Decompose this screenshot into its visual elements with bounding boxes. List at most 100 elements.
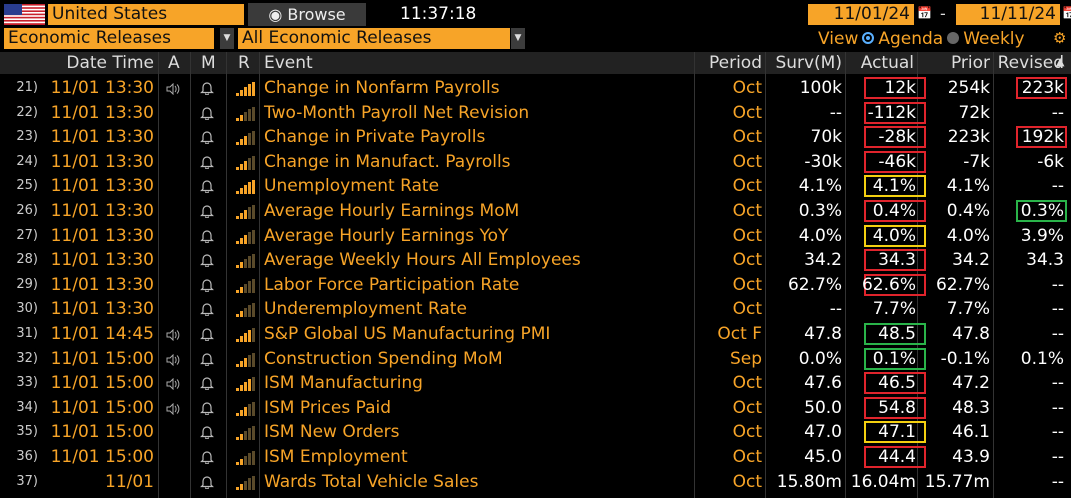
col-prior[interactable]: Prior [950,53,990,73]
bell-icon[interactable] [200,376,214,391]
row-survey: 47.8 [804,324,842,344]
row-survey: 50.0 [804,397,842,418]
agenda-label[interactable]: Agenda [878,29,944,49]
table-row[interactable]: 27) 11/01 13:30 Average Hourly Earnings … [0,224,1071,249]
subcategory-select[interactable]: All Economic Releases [238,28,510,49]
bell-icon[interactable] [200,229,214,243]
table-row[interactable]: 21) 11/01 13:30 Change in Nonfarm Payrol… [0,76,1071,101]
table-row[interactable]: 24) 11/01 13:30 Change in Manufact. Payr… [0,150,1071,175]
bell-icon[interactable] [200,302,214,317]
bell-icon[interactable] [200,425,214,440]
table-row[interactable]: 25) 11/01 13:30 Unemployment Rate Oct 4.… [0,174,1071,199]
row-actual: -112k [867,102,916,123]
row-event[interactable]: ISM Manufacturing [264,373,423,394]
row-event[interactable]: Change in Manufact. Payrolls [264,151,511,172]
speaker-icon[interactable] [166,402,180,415]
bell-icon[interactable] [200,204,214,218]
col-datetime[interactable]: Date Time [66,53,154,73]
speaker-icon[interactable] [166,353,180,366]
browse-button[interactable]: ◉ Browse [248,3,366,26]
row-datetime: 11/01 13:30 [50,225,154,246]
date-to-input[interactable]: 11/11/24 [956,4,1060,25]
row-period: Oct [732,127,762,148]
category-select[interactable]: Economic Releases [4,28,214,49]
date-from-input[interactable]: 11/01/24 [808,4,914,25]
bell-icon[interactable] [200,155,214,169]
table-row[interactable]: 33) 11/01 15:00 ISM Manufacturing Oct 47… [0,371,1071,396]
row-event[interactable]: Underemployment Rate [264,299,467,320]
col-revised[interactable]: Revised [997,53,1064,73]
row-event[interactable]: S&P Global US Manufacturing PMI [264,324,551,344]
weekly-label[interactable]: Weekly [963,29,1025,49]
bell-icon[interactable] [200,278,214,292]
sort-up-icon[interactable]: ▲ [1056,55,1065,68]
calendar-icon[interactable]: 📅 [1062,6,1071,20]
row-event[interactable]: ISM New Orders [264,422,400,443]
actual-highlight [864,273,926,296]
bell-icon[interactable] [200,352,214,366]
row-datetime: 11/01 14:45 [50,324,154,344]
settings-icon[interactable]: ⚙ [1053,29,1067,47]
row-event[interactable]: Unemployment Rate [264,176,440,197]
row-period: Oct [732,201,762,221]
table-row[interactable]: 36) 11/01 15:00 ISM Employment Oct 45.0 … [0,445,1071,470]
col-m[interactable]: M [201,53,216,73]
row-prior: 43.9 [952,447,990,467]
bell-icon[interactable] [200,106,214,120]
table-row[interactable]: 35) 11/01 15:00 ISM New Orders Oct 47.0 … [0,420,1071,445]
row-event[interactable]: ISM Prices Paid [264,397,392,418]
bell-icon[interactable] [200,475,214,489]
bell-icon[interactable] [200,253,214,268]
row-period: Oct [732,151,762,172]
bell-icon[interactable] [200,401,214,415]
row-event[interactable]: Change in Private Payrolls [264,127,486,148]
bell-icon[interactable] [200,130,214,145]
col-a[interactable]: A [168,53,180,73]
col-r[interactable]: R [238,53,250,73]
row-number: 37) [16,473,38,489]
row-event[interactable]: Change in Nonfarm Payrolls [264,78,500,98]
bell-icon[interactable] [200,450,214,464]
row-survey: 62.7% [787,274,842,295]
col-period[interactable]: Period [708,53,762,73]
row-event[interactable]: Construction Spending MoM [264,348,503,369]
row-event[interactable]: Average Weekly Hours All Employees [264,250,581,271]
bell-icon[interactable] [200,179,214,194]
table-row[interactable]: 34) 11/01 15:00 ISM Prices Paid Oct 50.0… [0,396,1071,421]
view-label: View [818,29,859,49]
table-row[interactable]: 31) 11/01 14:45 S&P Global US Manufactur… [0,322,1071,347]
row-period: Oct [732,397,762,418]
country-selector[interactable]: United States [48,4,244,25]
speaker-icon[interactable] [166,378,180,391]
chevron-down-icon[interactable]: ▼ [220,28,234,49]
revised-highlight [1016,77,1067,99]
row-event[interactable]: Labor Force Participation Rate [264,274,520,295]
table-row[interactable]: 23) 11/01 13:30 Change in Private Payrol… [0,125,1071,150]
bell-icon[interactable] [200,327,214,341]
row-event[interactable]: Wards Total Vehicle Sales [264,471,479,492]
col-event[interactable]: Event [264,53,313,73]
row-event[interactable]: ISM Employment [264,447,408,467]
clock: 11:37:18 [400,4,477,24]
row-event[interactable]: Average Hourly Earnings MoM [264,201,520,221]
speaker-icon[interactable] [166,329,180,341]
chevron-down-icon[interactable]: ▼ [511,28,525,49]
table-row[interactable]: 28) 11/01 13:30 Average Weekly Hours All… [0,248,1071,273]
table-row[interactable]: 26) 11/01 13:30 Average Hourly Earnings … [0,199,1071,224]
col-actual[interactable]: Actual [860,53,914,73]
bell-icon[interactable] [200,81,214,95]
row-number: 32) [16,350,38,366]
table-row[interactable]: 30) 11/01 13:30 Underemployment Rate Oct… [0,297,1071,322]
weekly-radio[interactable] [947,32,960,44]
col-surv[interactable]: Surv(M) [775,53,842,73]
table-row[interactable]: 32) 11/01 15:00 Construction Spending Mo… [0,347,1071,372]
table-row[interactable]: 37) 11/01 Wards Total Vehicle Sales Oct … [0,470,1071,495]
table-row[interactable]: 29) 11/01 13:30 Labor Force Participatio… [0,273,1071,298]
row-event[interactable]: Average Hourly Earnings YoY [264,225,509,246]
agenda-radio[interactable] [862,32,875,44]
table-row[interactable]: 22) 11/01 13:30 Two-Month Payroll Net Re… [0,101,1071,126]
row-event[interactable]: Two-Month Payroll Net Revision [264,102,530,123]
speaker-icon[interactable] [166,83,180,95]
relevance-bars-icon [236,180,255,195]
calendar-icon[interactable]: 📅 [917,6,932,20]
